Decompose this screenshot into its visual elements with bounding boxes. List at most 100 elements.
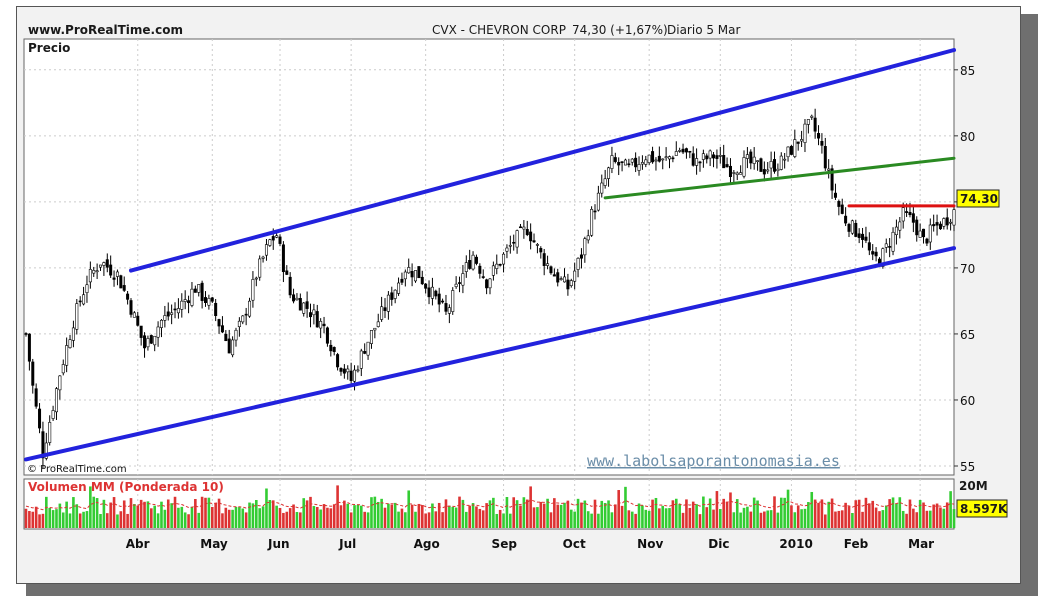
volume-bar — [356, 504, 360, 528]
volume-bar — [895, 503, 898, 528]
volume-bar — [404, 512, 407, 528]
price-panel[interactable] — [23, 38, 955, 476]
volume-bar — [241, 508, 245, 528]
volume-bar — [624, 486, 627, 528]
candle-body — [684, 148, 688, 153]
volume-bar — [844, 502, 847, 528]
volume-bar — [41, 513, 45, 528]
volume-bar — [194, 499, 197, 528]
volume-scale-label: 20M — [959, 479, 988, 493]
candle-body — [234, 329, 238, 341]
candle-body — [596, 192, 600, 211]
volume-bar — [783, 497, 786, 528]
volume-bar — [471, 503, 475, 528]
volume-bar — [177, 507, 180, 528]
volume-bar — [492, 497, 495, 528]
candle-body — [630, 158, 634, 163]
price-grid — [24, 39, 954, 475]
candle-body — [85, 284, 89, 293]
volume-bar — [614, 504, 617, 528]
site-label[interactable]: www.ProRealTime.com — [28, 23, 183, 37]
volume-bar — [952, 509, 956, 528]
candle-body — [336, 354, 340, 368]
volume-bar — [742, 507, 746, 528]
candle-body — [258, 258, 262, 278]
candle-body — [715, 155, 719, 159]
candle-body — [170, 312, 174, 315]
volume-bar — [793, 512, 797, 528]
candle-body — [197, 284, 201, 293]
candle-body — [75, 303, 79, 330]
candle-body — [27, 333, 31, 362]
candle-body — [119, 275, 123, 289]
candle-body — [461, 273, 465, 286]
volume-bar — [231, 509, 234, 528]
volume-bar — [864, 497, 868, 528]
watermark-link[interactable]: www.labolsaporantonomasia.es — [587, 452, 840, 470]
volume-bar — [302, 498, 306, 528]
volume-bar — [823, 514, 827, 528]
volume-series — [24, 485, 956, 528]
candle-body — [363, 351, 367, 354]
volume-bar — [346, 503, 350, 528]
volume-bar — [837, 510, 841, 528]
candle-body — [542, 253, 546, 266]
volume-bar — [319, 509, 322, 528]
candle-body — [620, 161, 624, 163]
volume-bar — [698, 514, 702, 528]
candle-body — [319, 321, 323, 329]
volume-bar — [884, 505, 888, 528]
candle-body — [681, 148, 685, 153]
volume-bar — [898, 497, 902, 528]
candle-body — [664, 156, 668, 159]
volume-bar — [756, 500, 759, 528]
x-tick-label: Oct — [563, 537, 586, 551]
volume-bar — [620, 505, 624, 528]
candle-body — [349, 370, 353, 382]
volume-bar — [637, 503, 641, 528]
volume-bar — [803, 508, 807, 528]
candle-body — [99, 264, 103, 268]
candle-body — [237, 320, 241, 328]
volume-bar — [549, 512, 553, 528]
volume-bar — [116, 514, 119, 528]
candle-body — [322, 323, 326, 327]
volume-bar — [207, 497, 211, 528]
volume-bar — [871, 500, 875, 528]
volume-bar — [454, 507, 458, 528]
volume-bar — [546, 498, 549, 528]
candle-body — [420, 276, 424, 285]
candle-body — [136, 315, 140, 326]
candle-body — [603, 178, 607, 186]
candle-body — [586, 235, 590, 241]
candle-body — [576, 257, 580, 270]
volume-bar — [312, 506, 316, 528]
volume-bar — [99, 514, 102, 528]
candle-body — [688, 150, 692, 153]
candle-body — [159, 319, 163, 328]
candle-body — [434, 290, 438, 297]
volume-bar — [387, 503, 390, 528]
volume-bar — [851, 513, 854, 528]
volume-bar — [278, 507, 282, 528]
volume-bar — [410, 504, 414, 528]
volume-bar — [563, 502, 566, 528]
candle-body — [44, 442, 48, 459]
volume-badge: 8.597K — [960, 502, 1008, 516]
volume-bar — [315, 506, 319, 528]
candle-body — [244, 313, 248, 316]
volume-bar — [912, 508, 915, 528]
candle-body — [430, 286, 434, 299]
volume-bar — [651, 499, 654, 528]
volume-bar — [519, 505, 522, 528]
candle-body — [844, 215, 848, 224]
candle-body — [590, 209, 594, 236]
candle-body — [932, 224, 936, 227]
candle-body — [502, 253, 506, 265]
volume-bar — [282, 512, 285, 528]
candle-body — [674, 151, 678, 156]
candle-body — [224, 333, 228, 342]
candle-body — [254, 277, 258, 280]
candle-body — [231, 339, 235, 356]
candle-body — [756, 160, 760, 162]
